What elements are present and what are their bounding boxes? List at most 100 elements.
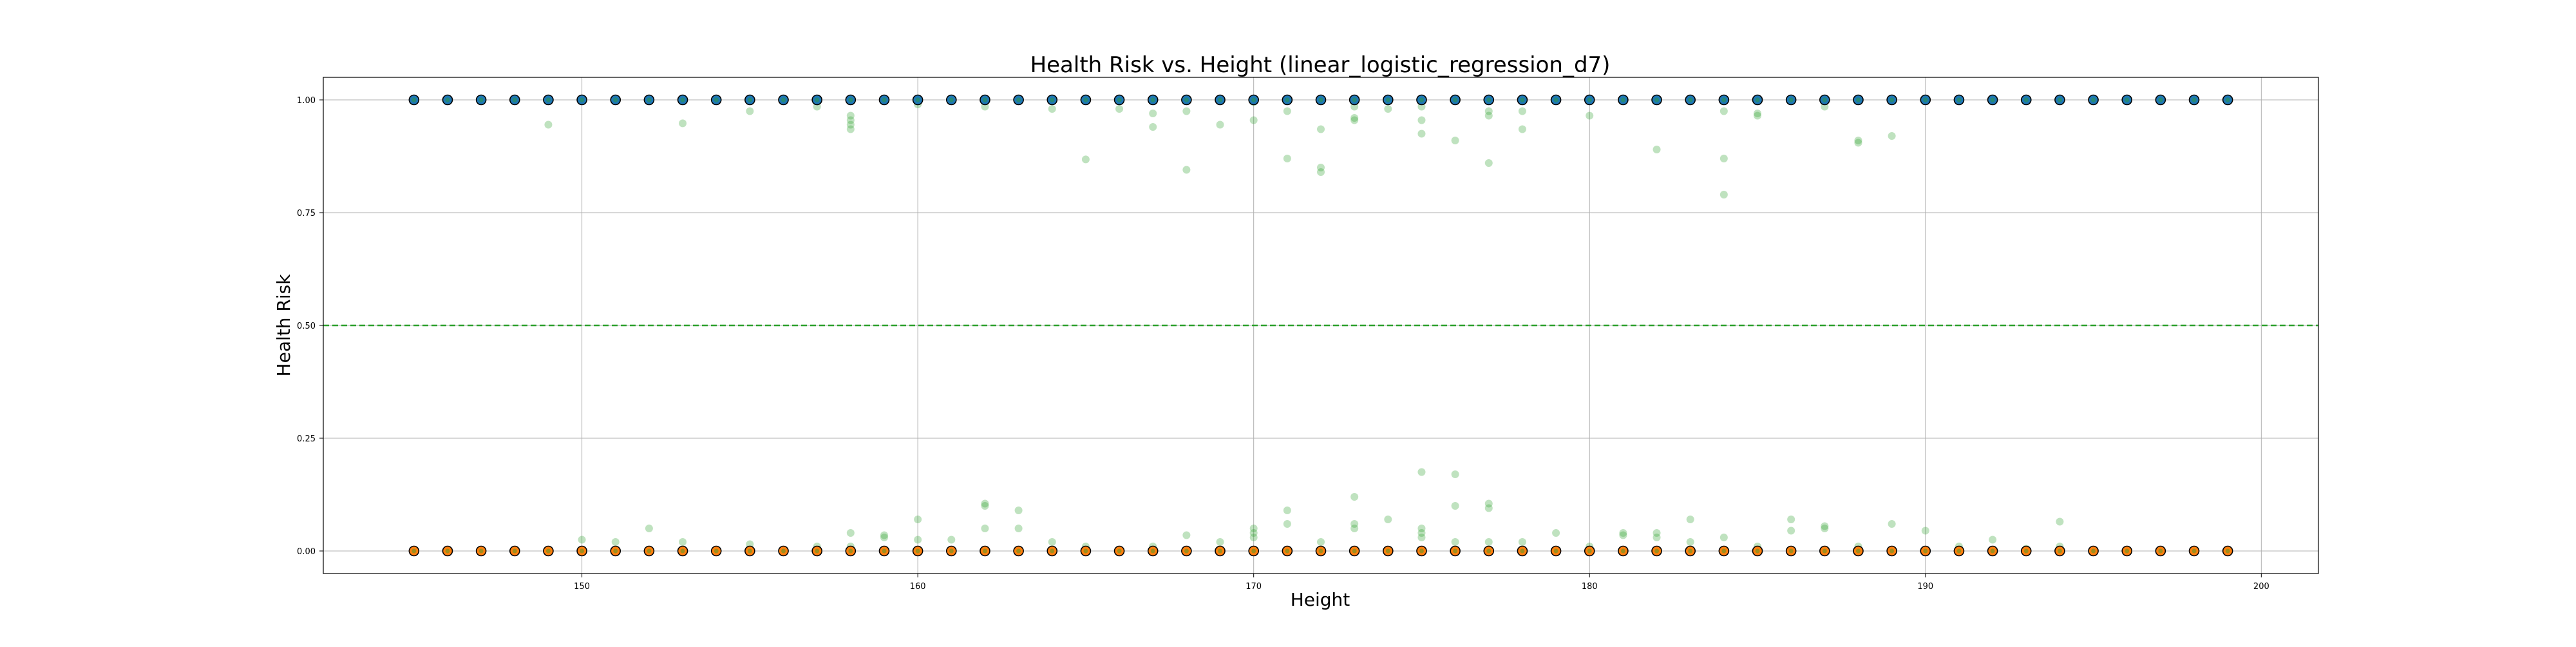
predicted-overlay-point [1553,548,1558,554]
predicted-overlay-point [1117,97,1122,102]
predicted-overlay-point [1050,548,1055,554]
predicted-point [746,107,754,115]
predicted-point [846,529,855,537]
class-1-point [1584,94,1595,106]
predicted-point [1283,107,1291,115]
class-0-point [1113,545,1125,557]
predicted-overlay-point [2225,548,2230,554]
y-tick-label: 1.00 [297,96,316,106]
class-1-point [878,94,890,106]
predicted-overlay-point [1755,548,1760,554]
predicted-point [1350,493,1359,501]
class-0-point [1315,545,1327,557]
class-1-point [1618,94,1629,106]
predicted-overlay-point [1486,548,1492,554]
class-0-point [1584,545,1595,557]
predicted-point [1317,164,1325,171]
class-1-point [845,94,857,106]
class-0-point [2222,545,2233,557]
class-1-point [1450,94,1461,106]
predicted-overlay-point [1184,548,1189,554]
predicted-point [1417,116,1426,124]
predicted-point [1451,538,1459,546]
predicted-point [1451,137,1459,144]
class-1-point [408,94,420,106]
predicted-point [981,502,989,510]
predicted-overlay-point [1553,97,1558,102]
predicted-point [2056,517,2064,526]
class-0-point [643,545,655,557]
predicted-overlay-point [1788,97,1794,102]
predicted-point [645,525,653,532]
predicted-overlay-point [781,97,786,102]
class-1-point [1080,94,1092,106]
class-1-point [744,94,755,106]
class-1-point [1685,94,1696,106]
predicted-overlay-point [478,97,484,102]
predicted-overlay-point [1419,97,1424,102]
predicted-overlay-point [445,548,450,554]
class-0-point [2088,545,2099,557]
class-0-point [1080,545,1092,557]
predicted-overlay-point [2192,97,2197,102]
predicted-point [1484,538,1493,546]
class-1-point [2188,94,2200,106]
predicted-overlay-point [1251,97,1256,102]
predicted-point [1921,526,1929,535]
predicted-point [947,536,956,544]
predicted-point [1014,507,1023,514]
class-1-point [1752,94,1763,106]
predicted-point [1451,502,1459,510]
predicted-overlay-point [1016,548,1021,554]
predicted-point [1283,155,1291,162]
class-1-point [1113,94,1125,106]
y-axis-label: Health Risk [273,274,294,377]
predicted-point [1350,525,1359,532]
predicted-overlay-point [445,97,450,102]
class-0-point [1282,545,1293,557]
predicted-overlay-point [647,548,652,554]
predicted-point [1586,111,1594,120]
predicted-overlay-point [1318,97,1323,102]
class-0-point [509,545,520,557]
predicted-point [1451,470,1459,478]
predicted-overlay-point [1620,97,1625,102]
class-1-point [1853,94,1864,106]
predicted-overlay-point [1587,548,1592,554]
predicted-overlay-point [1956,97,1962,102]
class-0-point [1215,545,1226,557]
predicted-overlay-point [1990,548,1995,554]
predicted-overlay-point [1688,548,1693,554]
predicted-overlay-point [2091,97,2096,102]
class-0-point [1651,545,1662,557]
class-0-point [475,545,487,557]
predicted-point [981,499,989,508]
predicted-point [1048,538,1056,546]
class-1-point [2088,94,2099,106]
class-1-point [1215,94,1226,106]
x-tick-label: 160 [910,582,926,592]
class-0-point [2054,545,2065,557]
predicted-point [1417,529,1426,537]
class-1-point [1517,94,1528,106]
class-0-point [442,545,453,557]
class-0-point [2121,545,2133,557]
predicted-point [1518,107,1526,115]
predicted-overlay-point [2023,97,2029,102]
predicted-point [1216,121,1224,129]
predicted-overlay-point [949,97,954,102]
predicted-point [1249,116,1258,124]
predicted-point [1484,159,1493,167]
class-0-point [1618,545,1629,557]
predicted-point [1350,116,1359,124]
class-0-point [1953,545,1965,557]
class-1-point [1785,94,1797,106]
predicted-overlay-point [1620,548,1625,554]
class-0-point [1886,545,1897,557]
class-1-point [677,94,688,106]
predicted-overlay-point [1755,97,1760,102]
class-1-point [1181,94,1192,106]
predicted-overlay-point [680,97,685,102]
class-1-point [509,94,520,106]
predicted-point [1719,155,1728,162]
